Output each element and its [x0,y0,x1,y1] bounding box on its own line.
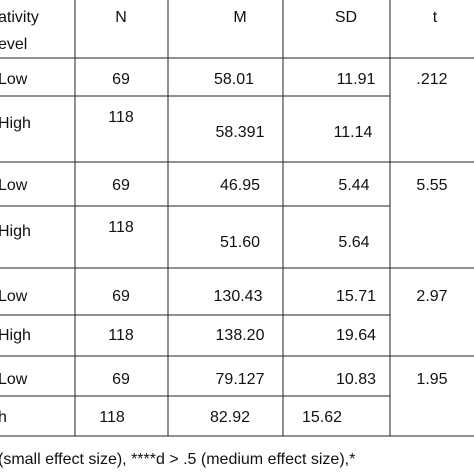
row-label: High [0,327,31,344]
cell-n: 118 [108,219,134,236]
header-cell: ativity [0,9,39,26]
cell-t: 2.97 [416,288,447,305]
cell-sd: 15.62 [302,409,342,426]
row-label: High [0,115,31,132]
header-cell: t [433,9,438,26]
row-label: High [0,223,31,240]
cell-n: 69 [112,177,130,194]
header-cell: evel [0,36,27,53]
cell-sd: 15.71 [336,288,376,305]
header-cell: N [115,9,127,26]
cell-sd: 5.64 [338,234,369,251]
cell-t: 1.95 [416,371,447,388]
cell-m: 58.01 [214,71,254,88]
cell-sd: 5.44 [338,177,369,194]
cell-n: 118 [108,327,134,344]
row-label: Low [0,288,28,305]
cell-m: 130.43 [214,288,263,305]
cell-t: .212 [416,71,447,88]
row-label: h [0,409,7,426]
cell-m: 82.92 [210,409,250,426]
cell-sd: 11.14 [334,124,373,141]
cell-m: 51.60 [220,234,260,251]
header-cell: SD [335,9,357,26]
cell-sd: 19.64 [336,327,376,344]
cell-m: 58.391 [216,124,265,141]
cell-m: 79.127 [216,371,265,388]
cell-n: 118 [108,109,134,126]
cell-sd: 10.83 [336,371,376,388]
header-cell: M [233,9,246,26]
cell-t: 5.55 [416,177,447,194]
row-label: Low [0,71,28,88]
cell-m: 46.95 [220,177,260,194]
cell-n: 69 [112,288,130,305]
cell-sd: 11.91 [337,71,376,88]
row-label: Low [0,177,28,194]
row-label: Low [0,371,28,388]
cell-n: 69 [112,371,130,388]
cell-n: 118 [99,409,125,426]
footnote: (small effect size), ****d > .5 (medium … [0,451,355,468]
cell-m: 138.20 [216,327,265,344]
cell-n: 69 [112,71,130,88]
